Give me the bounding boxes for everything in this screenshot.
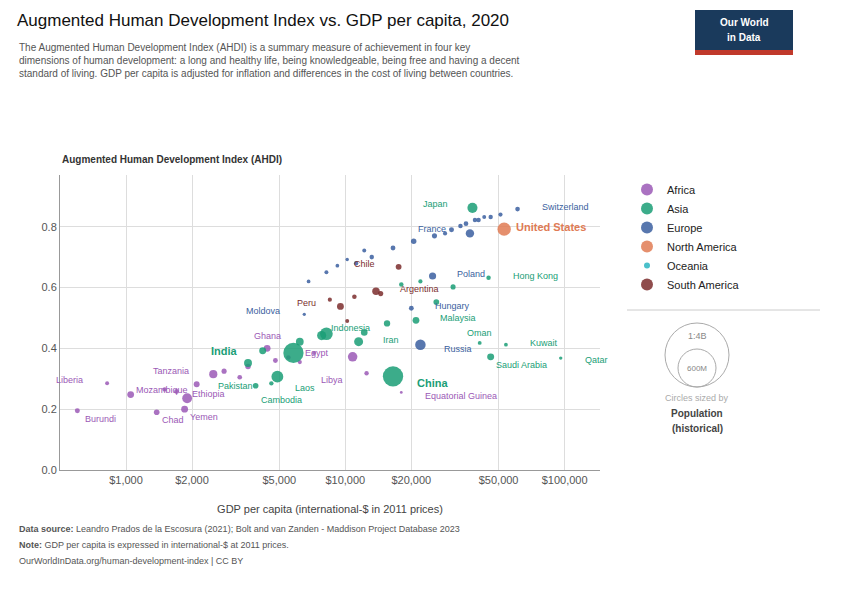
svg-text:Burundi: Burundi	[85, 414, 116, 424]
svg-text:600M: 600M	[687, 364, 707, 373]
svg-text:Ghana: Ghana	[254, 331, 281, 341]
svg-text:Africa: Africa	[667, 184, 696, 196]
svg-text:Indonesia: Indonesia	[331, 323, 370, 333]
svg-text:Poland: Poland	[457, 269, 485, 279]
svg-text:GDP per capita (international-: GDP per capita (international-$ in 2011 …	[217, 503, 443, 515]
svg-text:$50,000: $50,000	[479, 474, 519, 486]
svg-text:Population: Population	[671, 408, 723, 419]
svg-text:Tanzania: Tanzania	[153, 366, 189, 376]
svg-text:0.2: 0.2	[42, 403, 57, 415]
svg-text:India: India	[211, 345, 238, 357]
svg-text:Japan: Japan	[423, 199, 448, 209]
svg-text:Augmented Human Development In: Augmented Human Development Index (AHDI)	[62, 154, 282, 165]
svg-text:in Data: in Data	[727, 32, 761, 43]
svg-text:Laos: Laos	[295, 383, 315, 393]
svg-text:Switzerland: Switzerland	[542, 202, 589, 212]
svg-text:Circles sized by: Circles sized by	[665, 393, 729, 403]
svg-text:$5,000: $5,000	[262, 474, 296, 486]
svg-text:Argentina: Argentina	[400, 284, 439, 294]
svg-text:0.6: 0.6	[42, 281, 57, 293]
svg-text:Our World: Our World	[720, 17, 769, 28]
svg-text:Mozambique: Mozambique	[136, 385, 188, 395]
svg-text:South America: South America	[667, 279, 739, 291]
svg-text:United States: United States	[516, 221, 586, 233]
svg-text:0.4: 0.4	[42, 342, 57, 354]
svg-text:1:4B: 1:4B	[688, 331, 707, 341]
svg-text:$10,000: $10,000	[325, 474, 365, 486]
svg-text:The Augmented Human Developmen: The Augmented Human Development Index (A…	[19, 42, 520, 79]
svg-text:Hungary: Hungary	[435, 301, 470, 311]
svg-text:Egypt: Egypt	[305, 348, 329, 358]
svg-text:Saudi Arabia: Saudi Arabia	[496, 360, 547, 370]
svg-text:0.0: 0.0	[42, 464, 57, 476]
svg-text:OurWorldInData.org/human-devel: OurWorldInData.org/human-development-ind…	[19, 556, 243, 566]
svg-text:Note: GDP per capita is expres: Note: GDP per capita is expressed in int…	[19, 540, 289, 550]
svg-text:0.8: 0.8	[42, 221, 57, 233]
svg-text:Moldova: Moldova	[246, 306, 280, 316]
svg-text:North America: North America	[667, 241, 738, 253]
svg-text:Equatorial Guinea: Equatorial Guinea	[425, 391, 497, 401]
svg-text:Chad: Chad	[162, 415, 184, 425]
svg-text:Data source: Leandro Prados de: Data source: Leandro Prados de la Escosu…	[19, 524, 460, 534]
svg-text:Malaysia: Malaysia	[440, 313, 476, 323]
svg-text:Pakistan: Pakistan	[218, 381, 253, 391]
svg-text:Asia: Asia	[667, 203, 689, 215]
svg-text:(historical): (historical)	[672, 423, 723, 434]
svg-text:Iran: Iran	[383, 335, 399, 345]
svg-text:Chile: Chile	[354, 259, 375, 269]
svg-text:Peru: Peru	[297, 298, 316, 308]
svg-text:Augmented Human Development In: Augmented Human Development Index vs. GD…	[17, 11, 509, 30]
svg-text:$2,000: $2,000	[175, 474, 209, 486]
svg-text:Hong Kong: Hong Kong	[513, 271, 558, 281]
svg-text:Russia: Russia	[444, 344, 472, 354]
svg-text:$100,000: $100,000	[542, 474, 588, 486]
svg-text:France: France	[418, 224, 446, 234]
svg-text:Yemen: Yemen	[190, 412, 218, 422]
svg-text:China: China	[417, 377, 448, 389]
svg-text:Cambodia: Cambodia	[261, 395, 302, 405]
svg-text:Ethiopia: Ethiopia	[192, 389, 225, 399]
svg-text:Oman: Oman	[467, 328, 492, 338]
svg-text:Liberia: Liberia	[56, 375, 83, 385]
svg-text:Libya: Libya	[321, 375, 343, 385]
svg-text:Europe: Europe	[667, 222, 702, 234]
svg-text:Qatar: Qatar	[585, 355, 608, 365]
svg-text:$1,000: $1,000	[109, 474, 143, 486]
svg-text:Kuwait: Kuwait	[530, 338, 558, 348]
svg-text:Oceania: Oceania	[667, 260, 709, 272]
svg-text:$20,000: $20,000	[391, 474, 431, 486]
